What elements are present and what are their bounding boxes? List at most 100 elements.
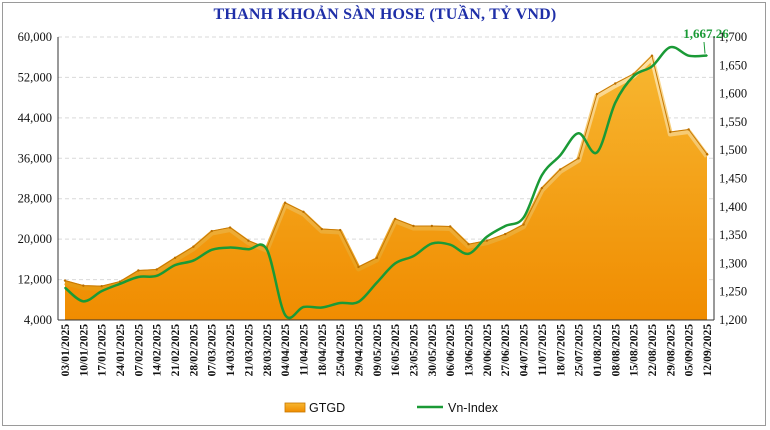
y-right-tick-label: 1,600 xyxy=(719,87,747,101)
x-tick-label: 03/01/2025 xyxy=(60,324,72,377)
x-tick-label: 11/04/2025 xyxy=(298,324,310,376)
vnindex-point xyxy=(321,306,323,309)
x-tick-label: 20/06/2025 xyxy=(482,324,494,377)
vnindex-point xyxy=(137,276,140,278)
gtgd-point xyxy=(283,201,287,204)
gtgd-point xyxy=(375,256,379,260)
vnindex-last-value-label: 1,667.26 xyxy=(683,26,729,41)
y-right-tick-label: 1,450 xyxy=(719,172,747,186)
x-tick-label: 21/02/2025 xyxy=(170,324,182,377)
vnindex-point xyxy=(577,132,580,135)
vnindex-point xyxy=(449,243,452,246)
y-left-tick-label: 28,000 xyxy=(18,192,52,206)
gtgd-point xyxy=(577,157,580,160)
gtgd-point xyxy=(210,229,213,233)
vnindex-point xyxy=(265,248,268,251)
axes: 4,000 12,000 20,000 28,000 36,000 44,000 52,00… xyxy=(18,30,748,376)
gtgd-point xyxy=(63,279,67,282)
gtgd-point xyxy=(357,265,360,269)
y-right-tick-label: 1,250 xyxy=(719,285,747,299)
x-tick-label: 04/07/2025 xyxy=(519,324,531,377)
gtgd-point xyxy=(522,223,525,226)
y-right-tick-label: 1,400 xyxy=(719,200,747,214)
x-tick-label: 14/03/2025 xyxy=(225,324,237,377)
vnindex-point xyxy=(541,174,543,176)
vnindex-point xyxy=(100,290,103,292)
y-left-tick-label: 4,000 xyxy=(24,313,52,327)
vnindex-line-layer: 1,667.26 xyxy=(64,26,729,320)
vnindex-point xyxy=(192,259,195,262)
x-tick-label: 10/01/2025 xyxy=(78,324,90,377)
vnindex-point xyxy=(229,246,231,249)
vnindex-point xyxy=(64,286,66,289)
y-right-tick-label: 1,500 xyxy=(719,143,747,157)
legend-swatch-gtgd xyxy=(284,402,306,413)
x-tick-label: 21/03/2025 xyxy=(243,324,255,377)
vnindex-point xyxy=(210,249,213,251)
x-tick-label: 22/08/2025 xyxy=(647,324,659,377)
x-tick-label: 27/06/2025 xyxy=(500,324,512,377)
gtgd-point xyxy=(449,225,452,228)
vnindex-point xyxy=(651,65,653,68)
vnindex-line xyxy=(64,45,708,320)
x-tick-label: 25/07/2025 xyxy=(574,324,586,377)
x-tick-label: 25/04/2025 xyxy=(335,324,347,377)
y-left-tick-label: 60,000 xyxy=(18,30,52,44)
x-tick-label: 18/07/2025 xyxy=(555,324,567,377)
vnindex-point xyxy=(486,235,488,238)
y-left-tick-label: 36,000 xyxy=(18,151,52,165)
x-tick-label: 13/06/2025 xyxy=(464,324,476,377)
x-tick-label: 08/08/2025 xyxy=(610,324,622,377)
gtgd-point xyxy=(155,268,158,271)
gtgd-point xyxy=(412,224,415,228)
vnindex-point xyxy=(357,301,360,303)
y-left-tick-label: 12,000 xyxy=(18,273,52,287)
vnindex-point xyxy=(706,54,708,57)
gtgd-point xyxy=(393,217,397,221)
vnindex-point xyxy=(632,75,635,77)
gtgd-point xyxy=(338,228,342,232)
vnindex-point xyxy=(82,300,85,303)
vnindex-point xyxy=(467,252,470,255)
vnindex-point xyxy=(155,275,158,277)
x-tick-label: 29/04/2025 xyxy=(353,324,365,377)
gtgd-point xyxy=(650,54,654,57)
gtgd-area-outline xyxy=(64,54,708,287)
y-left-tick-label: 44,000 xyxy=(18,111,52,125)
vnindex-point xyxy=(284,314,286,316)
vnindex-point xyxy=(614,101,617,104)
gtgd-point xyxy=(192,245,195,248)
gtgd-point xyxy=(137,269,140,272)
gtgd-point xyxy=(430,224,434,228)
gtgd-point xyxy=(467,242,470,246)
vnindex-point xyxy=(376,281,378,284)
legend-label-gtgd: GTGD xyxy=(309,401,345,415)
x-tick-label: 04/04/2025 xyxy=(280,324,292,377)
vnindex-point xyxy=(431,242,433,245)
x-tick-label: 07/03/2025 xyxy=(207,324,219,377)
gtgd-point xyxy=(504,232,507,236)
x-tick-label: 12/09/2025 xyxy=(702,324,714,377)
gtgd-point xyxy=(485,239,489,242)
gtgd-point xyxy=(118,280,122,283)
y-right-tick-label: 1,200 xyxy=(719,313,747,327)
x-tick-label: 09/05/2025 xyxy=(372,324,384,377)
x-tick-label: 29/08/2025 xyxy=(665,324,677,377)
gtgd-point xyxy=(247,239,250,242)
vnindex-point xyxy=(669,46,672,48)
vnindex-point xyxy=(119,282,121,285)
vnindex-point xyxy=(559,154,562,157)
gtgd-point xyxy=(705,153,709,156)
x-tick-label: 05/09/2025 xyxy=(684,324,696,377)
x-tick-label: 07/02/2025 xyxy=(133,324,145,377)
x-tick-label: 28/03/2025 xyxy=(262,324,274,377)
vnindex-point xyxy=(504,225,507,227)
x-tick-label: 24/01/2025 xyxy=(115,324,127,377)
y-right-tick-label: 1,550 xyxy=(719,115,747,129)
x-tick-label: 06/06/2025 xyxy=(445,324,457,377)
y-right-tick-label: 1,300 xyxy=(719,256,747,270)
vnindex-point xyxy=(394,262,396,265)
gtgd-point xyxy=(302,210,305,214)
gtgd-point xyxy=(100,284,103,288)
